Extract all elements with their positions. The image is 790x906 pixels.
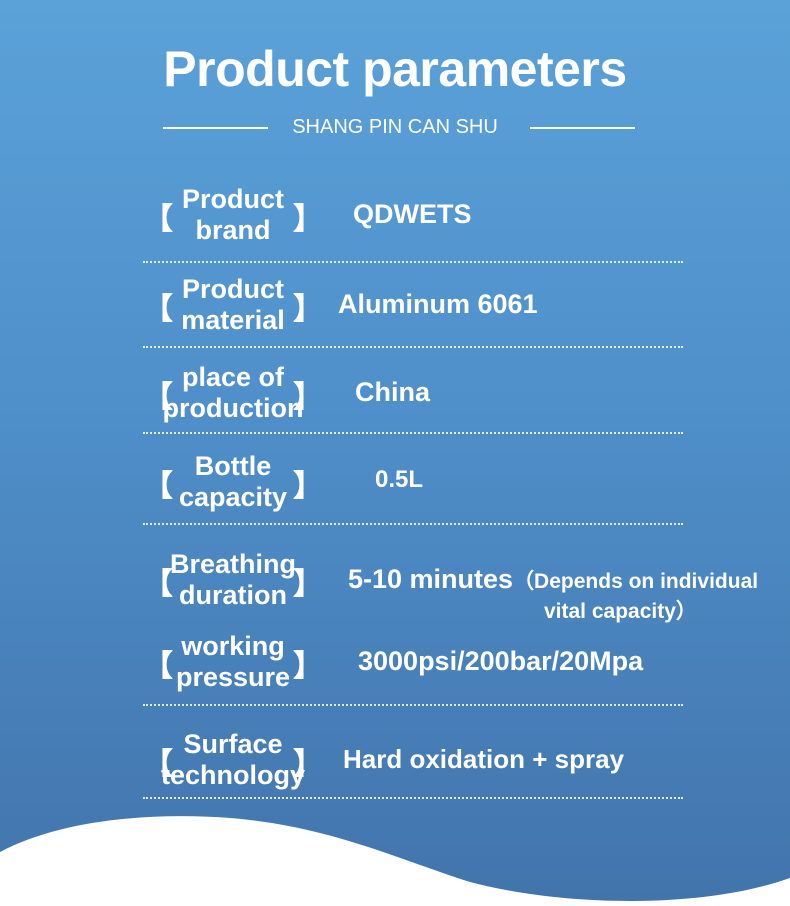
param-row: 【 Bottle capacity 】 0.5L bbox=[143, 449, 790, 515]
value-note: （Depends on individual bbox=[513, 570, 759, 593]
dotted-divider bbox=[143, 346, 683, 348]
param-value: QDWETS bbox=[353, 199, 472, 230]
param-value: Aluminum 6061 bbox=[338, 289, 538, 320]
param-row: 【 Product material 】 Aluminum 6061 bbox=[143, 272, 790, 338]
bracket-left: 【 bbox=[143, 381, 173, 414]
page-title: Product parameters bbox=[163, 41, 627, 97]
param-value: 0.5L bbox=[375, 466, 423, 494]
param-value: China bbox=[355, 377, 430, 408]
param-row: 【 place of production 】 China bbox=[143, 360, 790, 426]
value-text: Hard oxidation + spray bbox=[343, 744, 625, 774]
dotted-divider bbox=[143, 704, 683, 706]
divider-right bbox=[530, 127, 635, 129]
dotted-divider bbox=[143, 261, 683, 263]
param-row: 【 working pressure 】 3000psi/200bar/20Mp… bbox=[143, 629, 790, 695]
bracket-right: 】 bbox=[293, 650, 323, 683]
value-text: 3000psi/200bar/20Mpa bbox=[358, 646, 644, 676]
param-label: place of production bbox=[162, 362, 304, 423]
divider-left bbox=[163, 127, 268, 129]
bracket-left: 【 bbox=[143, 203, 173, 236]
dotted-divider bbox=[143, 797, 683, 799]
dotted-divider bbox=[143, 432, 683, 434]
bracket-left: 【 bbox=[143, 748, 173, 781]
dotted-divider bbox=[143, 523, 683, 525]
param-label: Product material bbox=[181, 274, 285, 335]
bracket-right: 】 bbox=[293, 203, 323, 236]
value-text: 5-10 minutes bbox=[348, 564, 514, 594]
param-label: Breathing duration bbox=[169, 549, 296, 610]
bracket-right: 】 bbox=[293, 568, 323, 601]
bracket-left: 【 bbox=[143, 650, 173, 683]
param-value: 5-10 minutes（Depends on individual vital … bbox=[348, 564, 758, 625]
value-text: China bbox=[355, 377, 431, 407]
param-value: 3000psi/200bar/20Mpa bbox=[358, 646, 643, 677]
param-label: working pressure bbox=[175, 631, 291, 692]
value-text: Aluminum 6061 bbox=[338, 289, 538, 319]
param-label: Bottle capacity bbox=[178, 451, 288, 512]
value-text: 0.5L bbox=[375, 466, 424, 493]
value-text: QDWETS bbox=[353, 199, 472, 229]
value-note-2: vital capacity） bbox=[544, 600, 697, 623]
bracket-left: 【 bbox=[143, 568, 173, 601]
bracket-right: 】 bbox=[293, 293, 323, 326]
param-row: 【 Surface technology 】 Hard oxidation + … bbox=[143, 727, 790, 793]
bracket-right: 】 bbox=[293, 381, 323, 414]
subtitle: SHANG PIN CAN SHU bbox=[292, 116, 498, 138]
param-label: Product brand bbox=[181, 184, 284, 245]
bracket-right: 】 bbox=[293, 748, 323, 781]
bracket-right: 】 bbox=[293, 470, 323, 503]
param-value: Hard oxidation + spray bbox=[343, 744, 624, 775]
bracket-left: 【 bbox=[143, 293, 173, 326]
bracket-left: 【 bbox=[143, 470, 173, 503]
param-label: Surface technology bbox=[160, 729, 305, 790]
param-row: 【 Product brand 】 QDWETS bbox=[143, 182, 790, 248]
param-row: 【 Breathing duration 】 5-10 minutes（Depe… bbox=[143, 547, 790, 623]
